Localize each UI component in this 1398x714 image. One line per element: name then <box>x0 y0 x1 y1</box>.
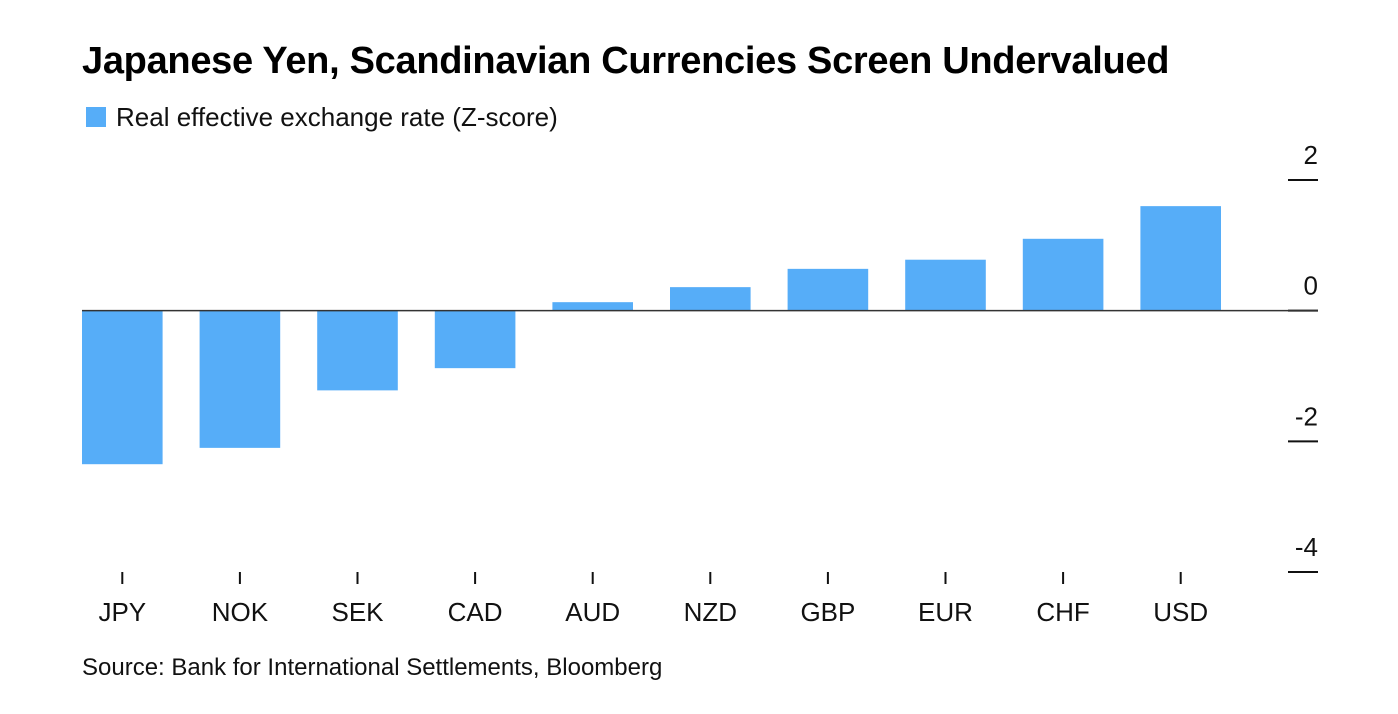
x-axis: JPY NOK SEK CAD AUD NZD GBP EUR CHF USD <box>98 572 1208 627</box>
x-tick-label: SEK <box>331 597 384 627</box>
legend-swatch <box>86 107 106 127</box>
x-tick-label: EUR <box>918 597 973 627</box>
x-tick-label: NOK <box>212 597 269 627</box>
bar-nzd <box>670 287 751 311</box>
x-tick-label: GBP <box>800 597 855 627</box>
x-tick-label: CHF <box>1036 597 1089 627</box>
legend-label: Real effective exchange rate (Z-score) <box>116 101 558 132</box>
legend: Real effective exchange rate (Z-score) <box>86 101 558 133</box>
y-tick-label: 2 <box>1304 140 1318 170</box>
y-axis: 2 0 -2 -4 <box>1288 140 1318 573</box>
bar-nok <box>199 310 281 448</box>
bars-group <box>82 206 1221 465</box>
bar-cad <box>434 310 516 369</box>
x-tick-label: JPY <box>98 597 146 627</box>
x-tick-label: AUD <box>565 597 620 627</box>
bar-gbp <box>787 268 869 311</box>
bar-usd <box>1140 206 1221 311</box>
x-tick-label: USD <box>1153 597 1208 627</box>
y-tick-label: 0 <box>1304 271 1318 301</box>
x-tick-label: CAD <box>448 597 503 627</box>
bar-eur <box>905 259 986 311</box>
source-note: Source: Bank for International Settlemen… <box>82 654 663 681</box>
bar-aud <box>552 302 633 311</box>
y-tick-label: -2 <box>1295 401 1318 431</box>
bar-chf <box>1022 238 1104 311</box>
x-tick-label: NZD <box>684 597 737 627</box>
bar-sek <box>317 310 398 391</box>
y-tick-label: -4 <box>1295 532 1318 562</box>
chart-title: Japanese Yen, Scandinavian Currencies Sc… <box>82 40 1170 82</box>
bar-jpy <box>82 310 163 465</box>
